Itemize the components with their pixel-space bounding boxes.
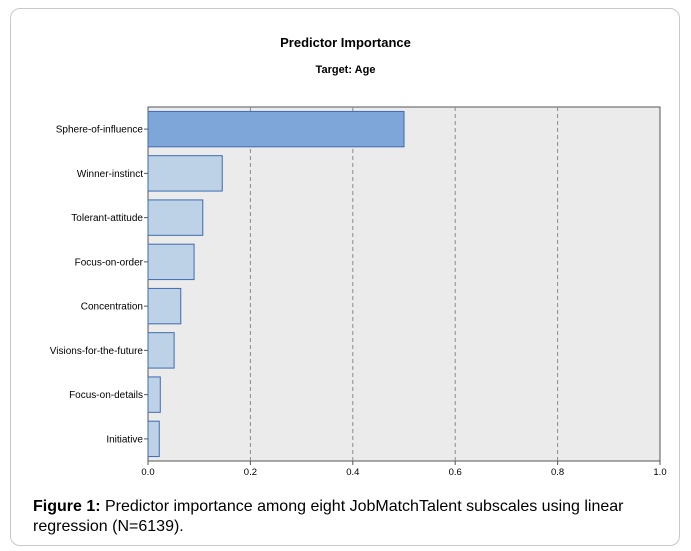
figure-caption: Figure 1: Predictor importance among eig… <box>33 497 678 537</box>
category-label: Concentration <box>81 302 143 313</box>
bar-concentration <box>147 287 182 325</box>
bar-focus-on-order <box>147 243 195 281</box>
category-label: Focus-on-order <box>75 257 144 268</box>
caption-label: Figure 1: <box>33 498 101 515</box>
bar-sphere-of-influence <box>147 110 405 148</box>
category-label: Winner-instinct <box>77 169 143 180</box>
bar-winner-instinct <box>147 155 223 192</box>
plot-background <box>147 106 661 462</box>
category-label: Visions-for-the-future <box>50 346 144 357</box>
x-tick-label: 0.2 <box>244 467 257 478</box>
category-label: Tolerant-attitude <box>71 213 143 224</box>
bar-tolerant-attitude <box>147 199 204 236</box>
bar-visions-for-the-future <box>147 332 175 369</box>
bar-initiative <box>147 420 160 458</box>
bar-focus-on-details <box>147 376 161 413</box>
category-label: Initiative <box>106 434 143 445</box>
x-tick-label: 0.8 <box>551 467 564 478</box>
x-tick-label: 0.0 <box>141 467 154 478</box>
x-tick-label: 0.4 <box>346 467 359 478</box>
category-label: Sphere-of-influence <box>56 125 144 136</box>
x-tick-label: 0.6 <box>449 467 462 478</box>
chart-title: Predictor Importance <box>280 35 411 50</box>
caption-text: Predictor importance among eight JobMatc… <box>33 498 624 535</box>
chart-plot: Sphere-of-influence Winner-instinct Tolera… <box>50 106 667 478</box>
category-label: Focus-on-details <box>69 390 143 401</box>
x-tick-label: 1.0 <box>653 467 666 478</box>
chart-subtitle: Target: Age <box>315 64 376 76</box>
